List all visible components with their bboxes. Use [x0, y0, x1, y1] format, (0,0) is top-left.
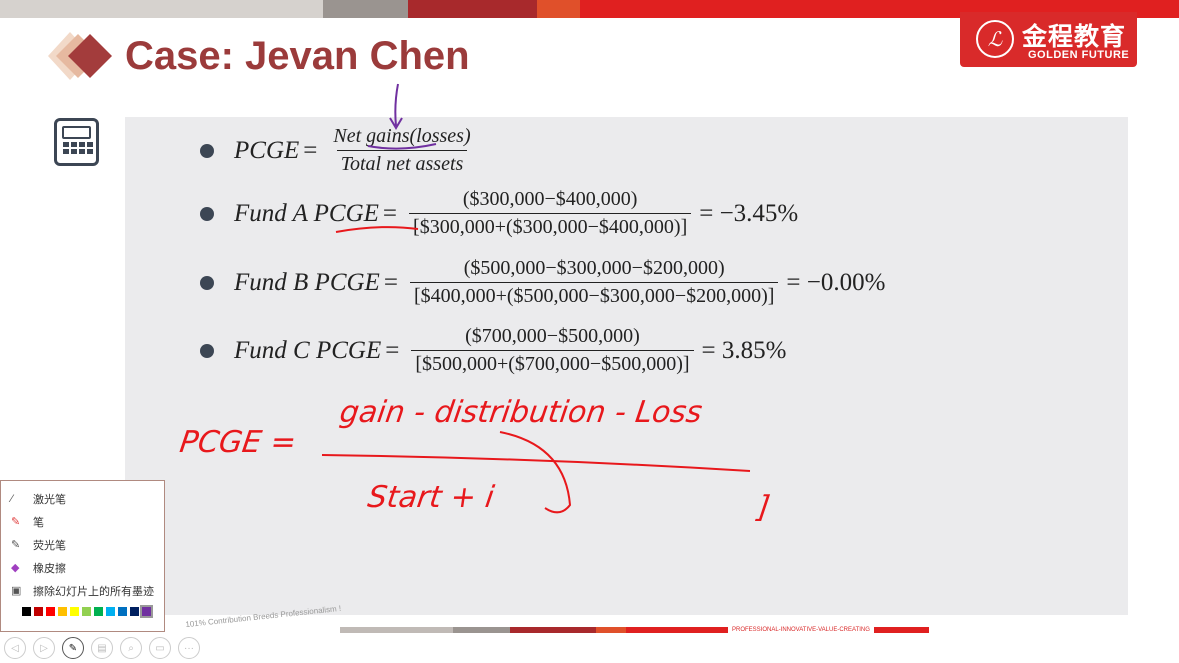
- footer-slogan: PROFESSIONAL-INNOVATIVE-VALUE-CREATING: [732, 627, 870, 633]
- menu-label: 橡皮擦: [33, 562, 66, 575]
- menu-item-pen[interactable]: ✎ 笔: [1, 510, 164, 533]
- pen-options-menu: ⁄ 激光笔 ✎ 笔 ✎ 荧光笔 ◆ 橡皮擦 ▣ 擦除幻灯片上的所有墨迹: [0, 480, 165, 632]
- menu-item-erase-all-ink[interactable]: ▣ 擦除幻灯片上的所有墨迹: [1, 579, 164, 602]
- zoom-button[interactable]: ⌕: [120, 637, 142, 659]
- menu-label: 荧光笔: [33, 539, 66, 552]
- color-swatch[interactable]: [46, 607, 55, 616]
- color-swatch[interactable]: [22, 607, 31, 616]
- handwritten-fraction-line: [321, 454, 751, 472]
- bullet-icon: [200, 275, 214, 290]
- next-slide-button[interactable]: ▷: [33, 637, 55, 659]
- color-swatch[interactable]: [106, 607, 115, 616]
- menu-item-eraser[interactable]: ◆ 橡皮擦: [1, 556, 164, 579]
- golden-future-logo: ℒ 金程教育 GOLDEN FUTURE: [960, 12, 1137, 67]
- numerator: ($700,000−$500,000): [465, 325, 640, 347]
- formula-lhs: Fund A PCGE: [234, 199, 379, 227]
- color-swatch[interactable]: [118, 607, 127, 616]
- handwritten-pcge: PCGE =: [177, 425, 299, 460]
- handwritten-arrow: [499, 431, 572, 514]
- content-panel: [125, 117, 1128, 615]
- color-swatch[interactable]: [130, 607, 139, 616]
- title-diamond-icon: [48, 32, 112, 80]
- color-swatch[interactable]: [10, 607, 19, 616]
- numerator: ($300,000−$400,000): [462, 188, 638, 210]
- menu-label: 激光笔: [33, 493, 66, 506]
- denominator: [$300,000+($300,000−$400,000)]: [409, 213, 692, 239]
- denominator: [$500,000+($700,000−$500,000)]: [411, 350, 694, 376]
- pen-tool-button[interactable]: ✎: [62, 637, 84, 659]
- fraction: Net gains(losses) Total net assets: [329, 125, 474, 176]
- fraction: ($700,000−$500,000) [$500,000+($700,000−$…: [411, 325, 694, 376]
- formula-fund-c: Fund C PCGE = ($700,000−$500,000) [$500,00…: [200, 325, 786, 376]
- formula-lhs: Fund C PCGE: [234, 336, 382, 364]
- formula-fund-b: Fund B PCGE = ($500,000−$300,000−$200,000…: [200, 257, 885, 308]
- color-swatch[interactable]: [82, 607, 91, 616]
- logo-cn: 金程教育: [1022, 23, 1127, 51]
- erase-all-ink-icon: ▣: [11, 585, 22, 597]
- calculator-icon: [54, 118, 99, 166]
- formula-fund-a: Fund A PCGE = ($300,000−$400,000) [$300,00…: [200, 188, 798, 239]
- formula-lhs: Fund B PCGE: [234, 268, 380, 296]
- fraction: ($500,000−$300,000−$200,000) [$400,000+($…: [409, 257, 779, 308]
- fraction: ($300,000−$400,000) [$300,000+($300,000−$…: [409, 188, 692, 239]
- color-swatch[interactable]: [70, 607, 79, 616]
- subtitles-button[interactable]: ▭: [149, 637, 171, 659]
- previous-slide-button[interactable]: ◁: [4, 637, 26, 659]
- red-underline-annotation: [335, 226, 419, 233]
- denominator: [$400,000+($500,000−$300,000−$200,000)]: [409, 282, 779, 308]
- menu-item-highlighter[interactable]: ✎ 荧光笔: [1, 533, 164, 556]
- formula-result: = −0.00%: [786, 268, 886, 296]
- handwritten-denominator: Start + i: [365, 480, 497, 515]
- bullet-icon: [200, 343, 214, 358]
- menu-item-laser-pointer[interactable]: ⁄ 激光笔: [1, 487, 164, 510]
- slideshow-controls: ◁ ▷ ✎ ▤ ⌕ ▭ ···: [4, 637, 200, 659]
- color-swatches: [1, 602, 164, 618]
- formula-result: = 3.85%: [701, 336, 787, 364]
- logo-seal-icon: ℒ: [976, 20, 1014, 58]
- more-options-button[interactable]: ···: [178, 637, 200, 659]
- purple-arrow-annotation: [389, 83, 403, 130]
- denominator: Total net assets: [336, 150, 468, 176]
- eraser-icon: ◆: [11, 562, 20, 574]
- bullet-icon: [200, 206, 214, 221]
- logo-en: GOLDEN FUTURE: [1028, 49, 1130, 61]
- laser-pointer-icon: ⁄: [11, 492, 13, 505]
- see-all-slides-button[interactable]: ▤: [91, 637, 113, 659]
- formula-result: = −3.45%: [699, 199, 799, 227]
- pen-icon: ✎: [11, 516, 21, 528]
- numerator: Net gains(losses): [333, 125, 471, 147]
- bullet-icon: [200, 143, 214, 158]
- menu-label: 擦除幻灯片上的所有墨迹: [33, 585, 154, 598]
- purple-underline-annotation: [367, 143, 437, 150]
- numerator: ($500,000−$300,000−$200,000): [463, 257, 725, 279]
- formula-lhs: PCGE: [234, 136, 300, 164]
- formula-pcge: PCGE = Net gains(losses) Total net assets: [200, 125, 483, 176]
- page-title: Case: Jevan Chen: [125, 34, 470, 78]
- footer-bar: PROFESSIONAL-INNOVATIVE-VALUE-CREATING: [340, 627, 929, 633]
- color-swatch[interactable]: [58, 607, 67, 616]
- menu-label: 笔: [33, 516, 44, 529]
- color-swatch[interactable]: [94, 607, 103, 616]
- color-swatch[interactable]: [140, 605, 153, 618]
- handwritten-numerator: gain - distribution - Loss: [337, 395, 705, 430]
- color-swatch[interactable]: [34, 607, 43, 616]
- highlighter-icon: ✎: [11, 539, 21, 551]
